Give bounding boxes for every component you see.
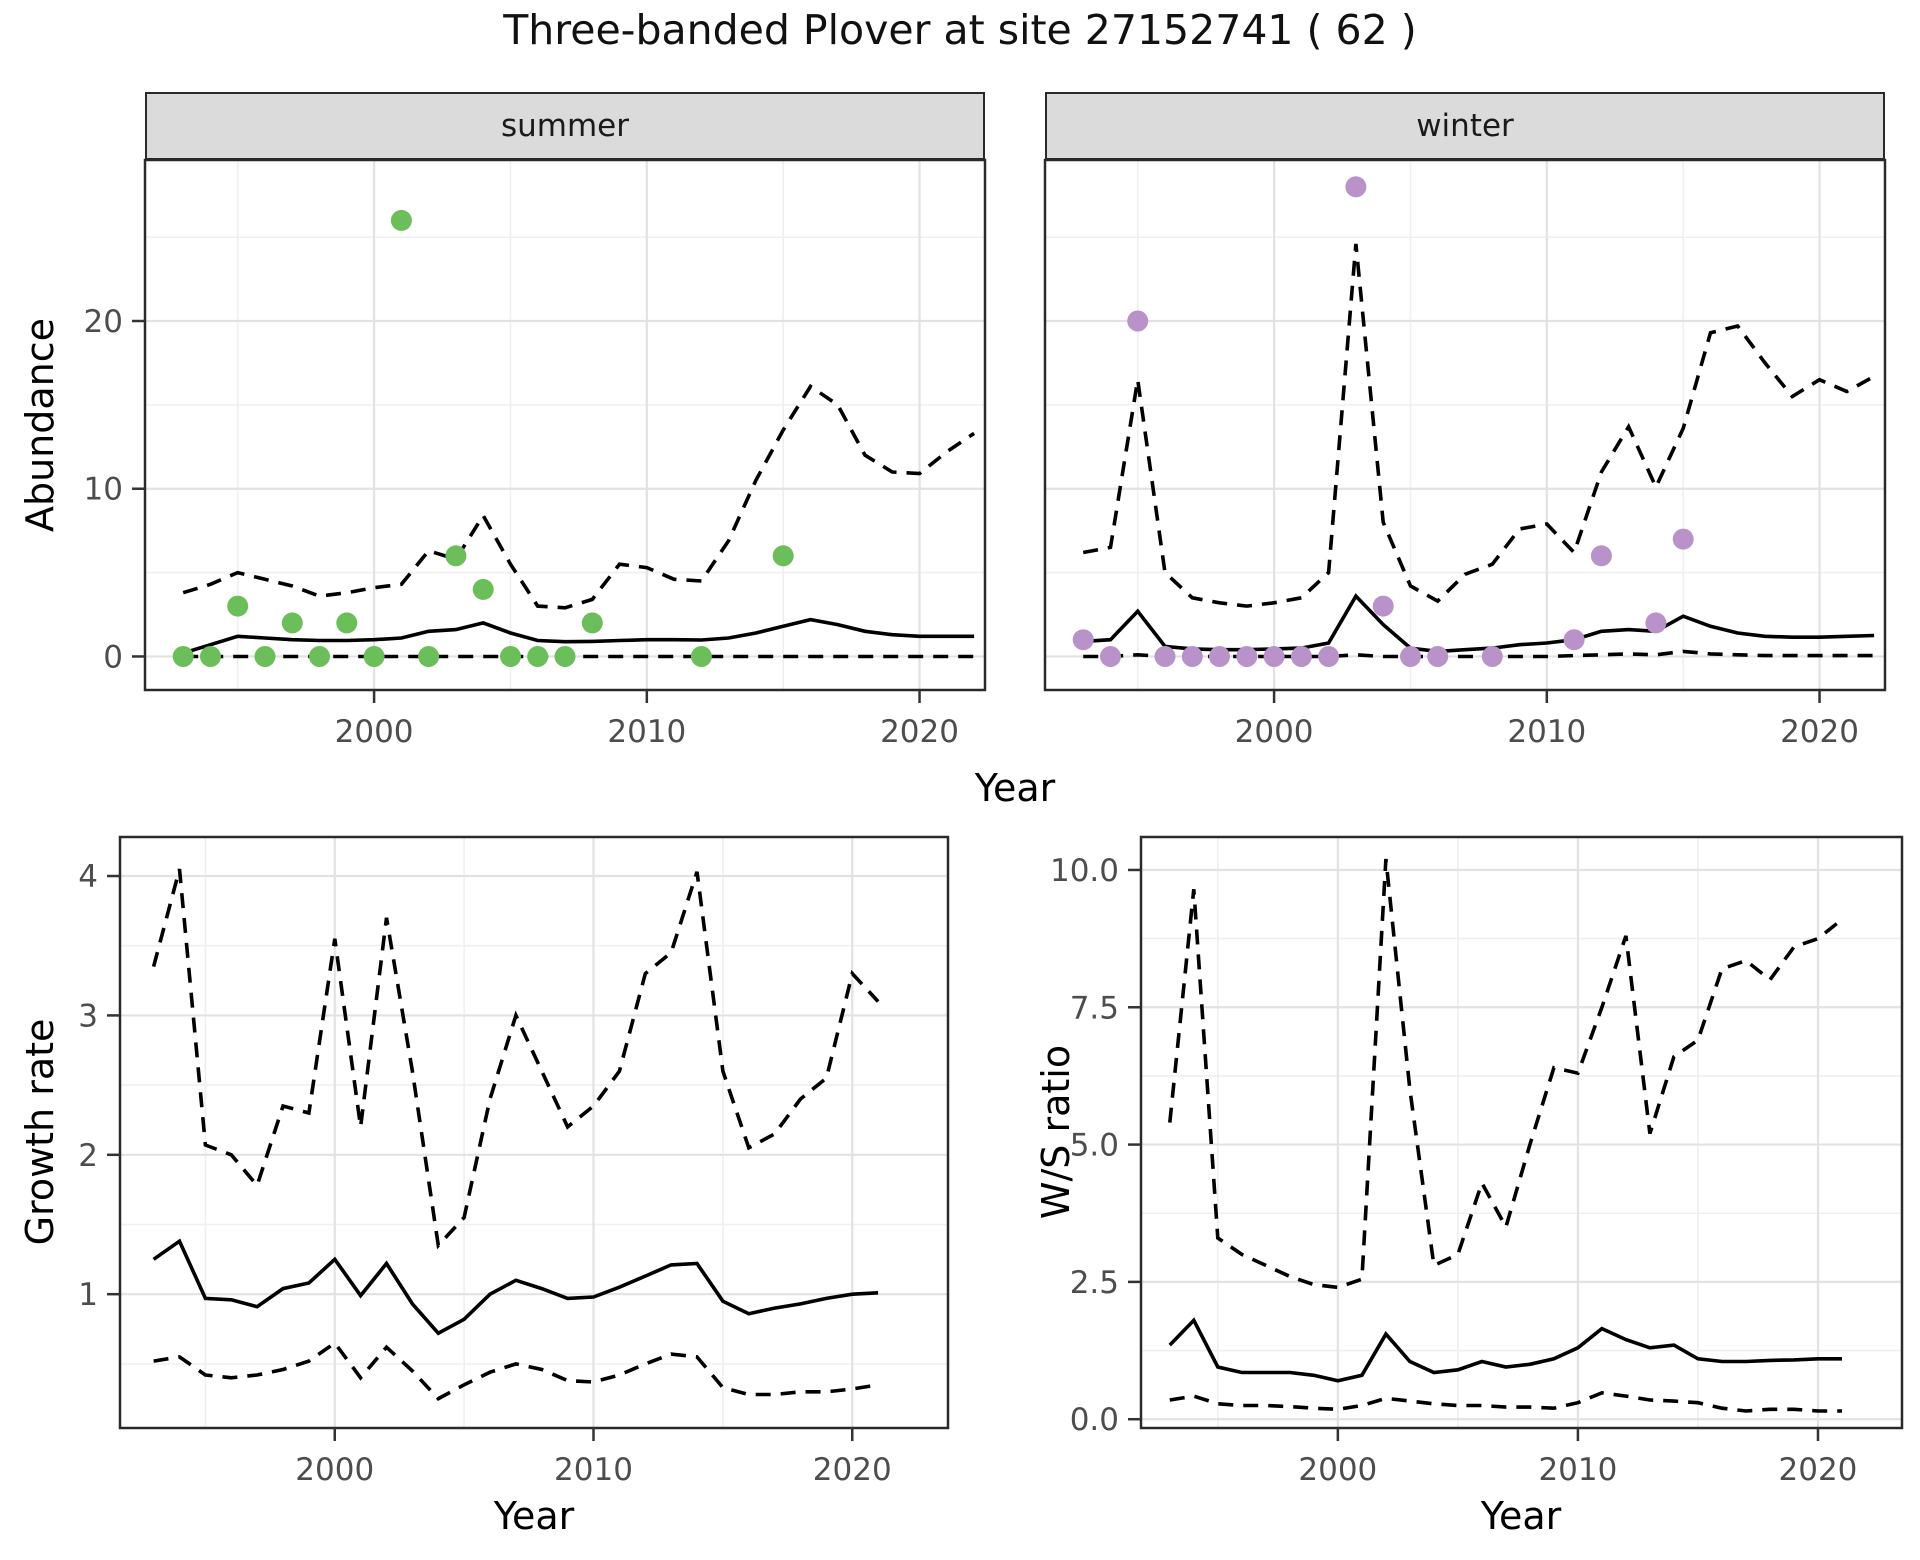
- facet-strip-winter-label: winter: [1416, 108, 1514, 144]
- y-tick-label: 0: [103, 639, 123, 675]
- x-tick-label: 2020: [813, 1452, 892, 1488]
- chart-title: Three-banded Plover at site 27152741 ( 6…: [503, 6, 1417, 54]
- x-tick-label: 2000: [335, 714, 414, 750]
- x-tick-label: 2020: [1779, 1452, 1858, 1488]
- median-line: [152, 1238, 879, 1336]
- upper-95ci-line: [182, 383, 976, 610]
- x-tick-label: 2010: [1538, 1452, 1617, 1488]
- observed-count-point: [690, 646, 712, 667]
- observed-count-point: [1563, 629, 1585, 651]
- observed-count-point: [772, 545, 794, 567]
- panel-ws-ratio: 0.0 2.5 5.0 7.5 10.0 2000 2010 2020: [1050, 835, 1904, 1488]
- observed-count-point: [309, 646, 330, 667]
- observed-count-point: [1181, 646, 1203, 667]
- facet-strip-summer-label: summer: [500, 108, 629, 144]
- observed-count-point: [227, 595, 249, 617]
- x-axis-title-year-ws: Year: [1480, 1494, 1562, 1538]
- observed-count-point: [200, 646, 221, 667]
- panel-border: [143, 158, 987, 692]
- y-tick-label: 2: [78, 1138, 98, 1174]
- x-tick-label: 2000: [1298, 1452, 1377, 1488]
- observed-count-point: [1154, 646, 1176, 667]
- lower-95ci-line: [153, 1340, 879, 1401]
- median-line: [182, 617, 975, 655]
- x-tick-label: 2010: [554, 1452, 633, 1488]
- y-tick-label: 0.0: [1070, 1402, 1119, 1438]
- y-axis-title-ws-ratio: W/S ratio: [1034, 1044, 1078, 1220]
- panel-abundance-summer: 0 10 20 2000 2010 2020: [84, 158, 987, 750]
- observed-count-point: [254, 646, 276, 667]
- panel-border: [118, 835, 950, 1430]
- observed-count-point: [1072, 629, 1094, 651]
- x-tick-label: 2010: [607, 714, 686, 750]
- y-tick-label: 5.0: [1070, 1128, 1119, 1164]
- observed-count-point: [390, 209, 412, 231]
- y-tick-label: 10: [84, 472, 123, 508]
- median-line: [1168, 1317, 1842, 1383]
- y-tick-label: 3: [78, 998, 98, 1034]
- series-layer: [1168, 858, 1844, 1413]
- observed-count-point: [554, 646, 576, 667]
- x-tick-label: 2000: [295, 1452, 374, 1488]
- observed-count-point: [1372, 595, 1394, 617]
- x-tick-label: 2000: [1235, 714, 1314, 750]
- panel-border: [1043, 158, 1887, 692]
- observed-count-point: [172, 646, 194, 667]
- panel-growth-rate: 1 2 3 4 2000 2010 2020: [78, 835, 950, 1488]
- x-axis-title-year-top: Year: [974, 766, 1056, 810]
- upper-95ci-line: [151, 868, 880, 1250]
- x-axis-title-year-growth: Year: [493, 1494, 575, 1538]
- y-axis-title-growth-rate: Growth rate: [18, 1018, 62, 1246]
- observed-count-point: [418, 646, 440, 667]
- panel-abundance-winter: 2000 2010 2020: [1043, 158, 1887, 750]
- observed-count-point: [1590, 545, 1612, 567]
- observed-count-point: [281, 612, 303, 634]
- observed-count-point: [527, 646, 549, 667]
- observed-count-point: [1290, 646, 1312, 667]
- y-tick-label: 10.0: [1050, 853, 1119, 889]
- y-tick-label: 2.5: [1070, 1265, 1119, 1301]
- x-tick-label: 2010: [1507, 714, 1586, 750]
- observed-count-point: [581, 612, 603, 634]
- series-layer: [172, 209, 976, 667]
- observed-count-point: [1100, 646, 1121, 667]
- observed-count-point: [336, 612, 358, 634]
- observed-count-point: [363, 646, 385, 667]
- upper-95ci-line: [1168, 858, 1844, 1290]
- y-tick-label: 1: [78, 1277, 98, 1313]
- observed-count-point: [1127, 310, 1149, 332]
- observed-count-point: [1672, 528, 1694, 550]
- lower-95ci-line: [1169, 1390, 1842, 1413]
- observed-count-point: [1427, 646, 1449, 667]
- observed-count-point: [1318, 646, 1340, 667]
- y-tick-label: 20: [84, 304, 123, 340]
- facet-strip-winter: winter: [1045, 92, 1885, 160]
- facet-strip-summer: summer: [145, 92, 985, 160]
- median-line: [1083, 593, 1875, 654]
- observed-count-point: [1645, 612, 1667, 634]
- observed-count-point: [1236, 646, 1258, 667]
- upper-95ci-line: [1082, 243, 1875, 608]
- y-tick-label: 4: [78, 859, 98, 895]
- y-axis-title-abundance: Abundance: [18, 317, 62, 533]
- observed-count-point: [1400, 646, 1421, 667]
- y-tick-label: 7.5: [1070, 990, 1119, 1026]
- series-layer: [151, 868, 880, 1401]
- x-tick-label: 2020: [1780, 714, 1859, 750]
- series-layer: [1072, 176, 1875, 667]
- observed-count-point: [1209, 646, 1230, 667]
- observed-count-point: [500, 646, 521, 667]
- x-tick-label: 2020: [880, 714, 959, 750]
- observed-count-point: [1263, 646, 1285, 667]
- observed-count-point: [472, 578, 494, 600]
- panel-border: [1139, 835, 1904, 1430]
- observed-count-point: [445, 545, 467, 567]
- observed-count-point: [1345, 176, 1367, 198]
- observed-count-point: [1481, 646, 1503, 667]
